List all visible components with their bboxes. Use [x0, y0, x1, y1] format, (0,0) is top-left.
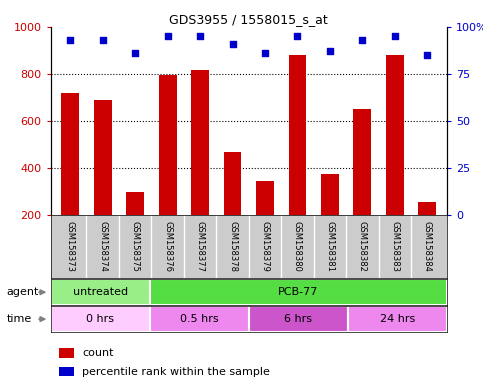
Text: GSM158373: GSM158373	[66, 221, 75, 272]
Text: GSM158381: GSM158381	[326, 221, 334, 272]
Text: GSM158380: GSM158380	[293, 221, 302, 272]
Text: 24 hrs: 24 hrs	[380, 314, 415, 324]
Point	[164, 33, 171, 40]
Point	[358, 37, 366, 43]
Bar	[58, 367, 74, 376]
Text: GSM158374: GSM158374	[98, 221, 107, 272]
Point	[391, 33, 398, 40]
Point	[228, 41, 236, 47]
Point	[66, 37, 74, 43]
Text: GSM158376: GSM158376	[163, 221, 172, 272]
Point	[424, 52, 431, 58]
Text: GSM158384: GSM158384	[423, 221, 432, 272]
Point	[196, 33, 204, 40]
Bar	[58, 348, 74, 358]
Text: untreated: untreated	[72, 287, 128, 297]
Bar	[321, 174, 339, 262]
Bar	[224, 152, 242, 262]
Text: GSM158375: GSM158375	[130, 221, 140, 272]
Point	[99, 37, 107, 43]
Text: GSM158378: GSM158378	[228, 221, 237, 272]
Text: GSM158382: GSM158382	[358, 221, 367, 272]
Text: percentile rank within the sample: percentile rank within the sample	[83, 366, 270, 377]
Bar	[94, 100, 112, 262]
Bar	[51, 279, 150, 305]
Bar	[158, 75, 176, 262]
Bar	[150, 306, 249, 332]
Text: count: count	[83, 348, 114, 358]
Point	[294, 33, 301, 40]
Bar	[348, 306, 447, 332]
Text: GSM158383: GSM158383	[390, 221, 399, 272]
Point	[131, 50, 139, 56]
Text: 0 hrs: 0 hrs	[86, 314, 114, 324]
Text: 6 hrs: 6 hrs	[284, 314, 312, 324]
Text: agent: agent	[6, 287, 39, 297]
Title: GDS3955 / 1558015_s_at: GDS3955 / 1558015_s_at	[170, 13, 328, 26]
Point	[261, 50, 269, 56]
Text: GSM158379: GSM158379	[260, 221, 270, 272]
Bar	[150, 279, 447, 305]
Bar	[418, 202, 436, 262]
Text: PCB-77: PCB-77	[278, 287, 318, 297]
Bar	[51, 306, 150, 332]
Text: 0.5 hrs: 0.5 hrs	[180, 314, 218, 324]
Bar	[386, 55, 404, 262]
Bar	[256, 181, 274, 262]
Bar	[126, 192, 144, 262]
Bar	[249, 306, 348, 332]
Point	[326, 48, 334, 55]
Text: time: time	[6, 314, 31, 324]
Text: GSM158377: GSM158377	[196, 221, 204, 272]
Bar	[288, 55, 306, 262]
Bar	[191, 70, 209, 262]
Bar	[354, 109, 371, 262]
Bar	[61, 93, 79, 262]
